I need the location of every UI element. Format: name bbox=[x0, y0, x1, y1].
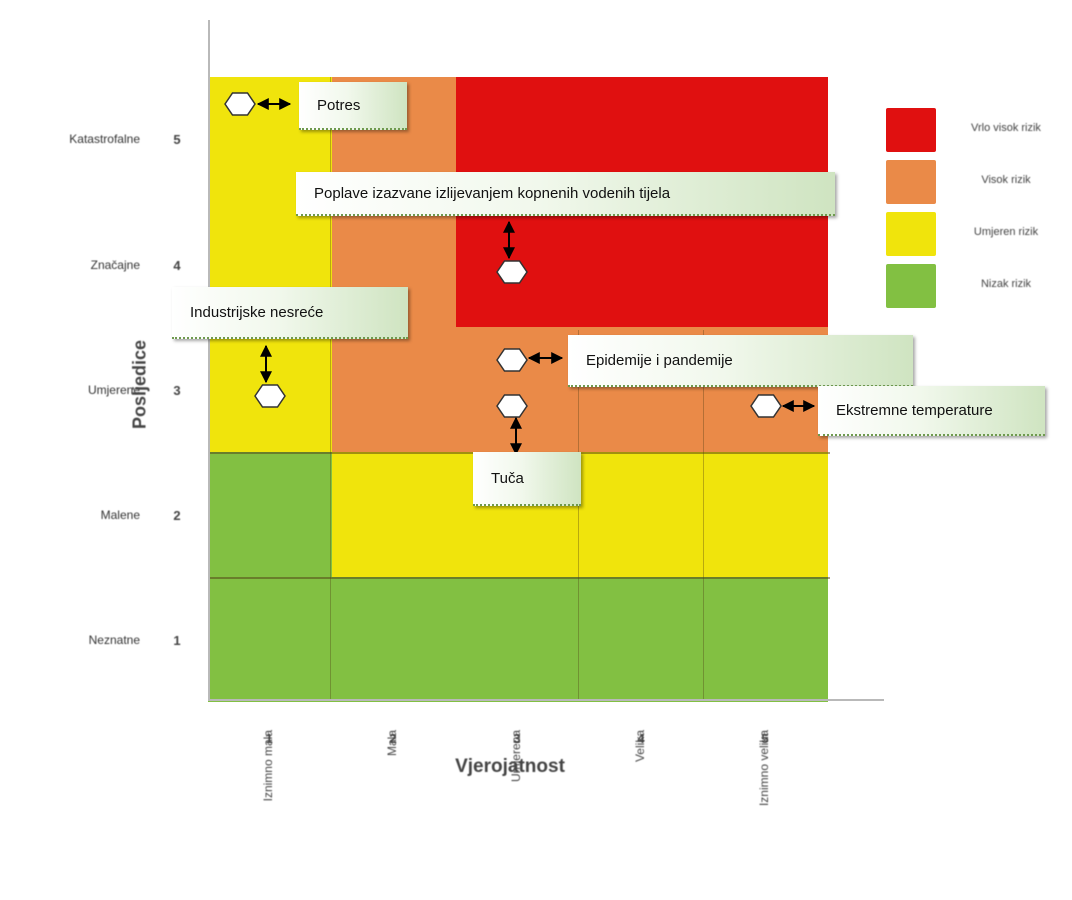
callout-industrijske: Industrijske nesreće bbox=[172, 287, 408, 339]
cell-4-4 bbox=[580, 202, 704, 327]
legend-swatch-high bbox=[886, 160, 936, 204]
hex-ekstremne bbox=[750, 394, 782, 418]
x-tick-1: 1 bbox=[265, 731, 273, 746]
callout-epidemije: Epidemije i pandemije bbox=[568, 335, 913, 387]
y-word-5: Katastrofalne bbox=[69, 132, 140, 146]
hex-industrijske bbox=[254, 384, 286, 408]
x-axis-line bbox=[208, 699, 884, 701]
cell-5-2 bbox=[704, 452, 828, 577]
cell-2-3 bbox=[332, 327, 456, 452]
y-word-2: Malene bbox=[100, 508, 140, 522]
cell-3-1 bbox=[456, 577, 580, 702]
cell-2-2 bbox=[332, 452, 456, 577]
x-tick-2: 2 bbox=[389, 731, 397, 746]
hex-epidemije bbox=[496, 348, 528, 372]
y-tick-3: 3 bbox=[173, 383, 181, 398]
y-word-1: Neznatne bbox=[88, 633, 140, 647]
cell-5-4 bbox=[704, 202, 828, 327]
row-separator bbox=[208, 577, 830, 579]
x-axis-title: Vjerojatnost bbox=[455, 756, 565, 777]
cell-5-1 bbox=[704, 577, 828, 702]
hex-tuca bbox=[496, 394, 528, 418]
y-tick-4: 4 bbox=[173, 258, 181, 273]
callout-tuca: Tuča bbox=[473, 452, 581, 506]
column-separator bbox=[578, 330, 579, 700]
y-tick-5: 5 bbox=[173, 132, 181, 147]
cell-4-1 bbox=[580, 577, 704, 702]
callout-poplave: Poplave izazvane izlijevanjem kopnenih v… bbox=[296, 172, 835, 216]
column-separator bbox=[703, 330, 704, 700]
x-tick-3: 3 bbox=[513, 731, 521, 746]
x-tick-4: 4 bbox=[637, 731, 645, 746]
x-tick-5: 5 bbox=[761, 731, 769, 746]
legend-swatch-low bbox=[886, 264, 936, 308]
legend-label-low: Nizak rizik bbox=[980, 278, 1032, 290]
callout-potres: Potres bbox=[299, 82, 407, 130]
y-word-4: Značajne bbox=[90, 258, 140, 272]
y-tick-2: 2 bbox=[173, 508, 181, 523]
cell-2-1 bbox=[332, 577, 456, 702]
column-separator bbox=[330, 77, 331, 700]
legend-label-moderate: Umjeren rizik bbox=[973, 226, 1039, 238]
y-word-3: Umjerene bbox=[87, 383, 140, 397]
callout-ekstremne: Ekstremne temperature bbox=[818, 386, 1045, 436]
y-axis-line bbox=[208, 20, 210, 700]
legend-swatch-very-high bbox=[886, 108, 936, 152]
cell-1-2 bbox=[208, 452, 332, 577]
legend-label-very-high: Vrlo visok rizik bbox=[971, 122, 1041, 134]
legend-swatch-moderate bbox=[886, 212, 936, 256]
y-tick-1: 1 bbox=[173, 633, 181, 648]
cell-4-2 bbox=[580, 452, 704, 577]
hex-potres bbox=[224, 92, 256, 116]
cell-1-1 bbox=[208, 577, 332, 702]
hex-poplave bbox=[496, 260, 528, 284]
legend-label-high: Visok rizik bbox=[981, 174, 1031, 186]
